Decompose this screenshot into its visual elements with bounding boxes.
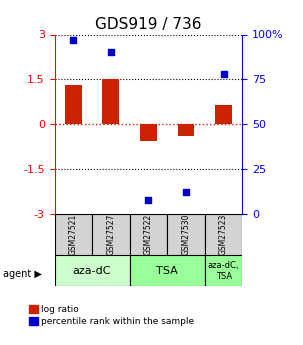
Bar [92, 214, 130, 255]
Point [184, 190, 188, 195]
Text: agent ▶: agent ▶ [3, 269, 42, 279]
Bar [215, 105, 232, 124]
Bar [140, 124, 157, 141]
Bar [178, 124, 195, 136]
Bar [55, 214, 92, 255]
Text: aza-dC: aza-dC [73, 266, 112, 276]
Bar [130, 255, 205, 286]
Bar [130, 214, 167, 255]
Text: TSA: TSA [156, 266, 178, 276]
Text: aza-dC,
TSA: aza-dC, TSA [208, 261, 239, 280]
Text: GSM27530: GSM27530 [181, 214, 191, 255]
Bar [205, 214, 242, 255]
Text: GSM27521: GSM27521 [69, 214, 78, 255]
Text: GSM27523: GSM27523 [219, 214, 228, 255]
Text: GSM27527: GSM27527 [106, 214, 115, 255]
Bar [65, 85, 82, 124]
Text: GSM27522: GSM27522 [144, 214, 153, 255]
Point [71, 37, 76, 43]
Point [146, 197, 151, 202]
Bar [167, 214, 205, 255]
Title: GDS919 / 736: GDS919 / 736 [95, 17, 202, 32]
Bar [102, 79, 119, 124]
Point [221, 71, 226, 77]
Point [108, 50, 113, 55]
Legend: log ratio, percentile rank within the sample: log ratio, percentile rank within the sa… [29, 305, 195, 326]
Bar [205, 255, 242, 286]
Bar [55, 255, 130, 286]
